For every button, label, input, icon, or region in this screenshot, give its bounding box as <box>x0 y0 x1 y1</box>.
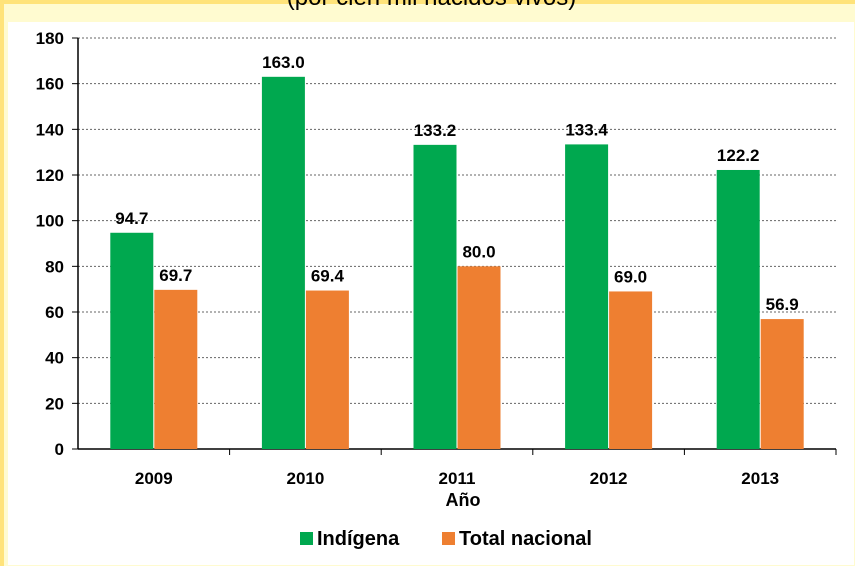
y-tick-label: 160 <box>36 75 64 94</box>
y-tick-label: 20 <box>45 394 64 413</box>
bar-total-nacional <box>609 291 653 449</box>
legend-label: Indígena <box>317 528 400 550</box>
legend-swatch <box>442 532 455 545</box>
y-tick-label: 120 <box>36 166 64 185</box>
y-tick-label: 100 <box>36 212 64 231</box>
bar-indigena <box>413 144 457 450</box>
data-label: 163.0 <box>262 53 305 72</box>
bar-total-nacional <box>760 319 804 449</box>
data-label: 122.2 <box>717 146 760 165</box>
y-tick-label: 0 <box>55 440 64 459</box>
x-tick-label: 2013 <box>741 469 779 488</box>
x-tick-label: 2012 <box>590 469 628 488</box>
legend-swatch <box>300 532 313 545</box>
bar-indigena <box>110 232 154 449</box>
data-label: 69.4 <box>311 267 345 286</box>
data-label: 133.2 <box>414 121 457 140</box>
y-tick-label: 60 <box>45 303 64 322</box>
y-tick-label: 180 <box>36 29 64 48</box>
y-tick-label: 140 <box>36 120 64 139</box>
bar-total-nacional <box>457 266 501 449</box>
x-axis-title: Año <box>446 490 481 510</box>
bar-indigena <box>565 144 609 450</box>
x-tick-label: 2009 <box>135 469 173 488</box>
y-tick-label: 40 <box>45 349 64 368</box>
x-tick-label: 2010 <box>286 469 324 488</box>
legend-label: Total nacional <box>459 528 592 550</box>
bar-indigena <box>716 169 760 449</box>
data-label: 80.0 <box>462 242 495 261</box>
bar-indigena <box>261 76 305 450</box>
data-label: 69.0 <box>614 267 647 286</box>
bar-total-nacional <box>154 289 198 449</box>
data-label: 94.7 <box>115 209 148 228</box>
bar-total-nacional <box>305 290 349 449</box>
y-tick-label: 80 <box>45 257 64 276</box>
x-tick-label: 2011 <box>439 469 476 488</box>
data-label: 133.4 <box>565 120 608 139</box>
chart-subtitle: (por cien mil nacidos vivos) <box>4 0 855 12</box>
data-label: 69.7 <box>159 266 192 285</box>
data-label: 56.9 <box>766 295 799 314</box>
